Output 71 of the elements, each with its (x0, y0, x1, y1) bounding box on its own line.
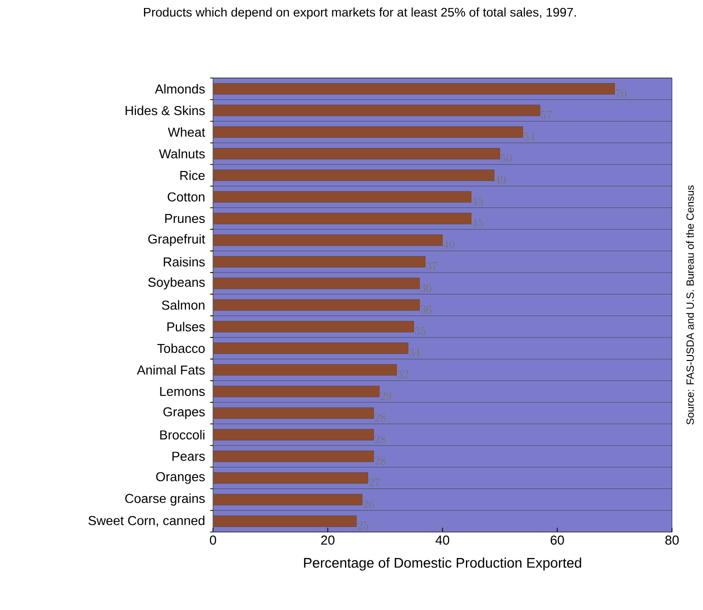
bar (213, 170, 494, 181)
bar (213, 450, 374, 462)
bar (213, 429, 374, 440)
y-tick-label: Lemons (160, 386, 205, 396)
chart-title: Products which depend on export markets for at least 25% of total sales, 1997. (144, 8, 576, 20)
x-tick-label: 0 (210, 536, 216, 545)
data-label: 50 (500, 154, 512, 162)
bar (213, 320, 414, 332)
data-label: 34 (409, 348, 420, 357)
y-tick-label: Tobacco (157, 343, 205, 353)
y-tick-label: Salmon (162, 300, 204, 310)
x-tick-label: 80 (665, 536, 679, 545)
data-label: 29 (380, 392, 392, 400)
y-tick-label: Animal Fats (136, 365, 205, 375)
y-tick-label: Cotton (168, 192, 204, 202)
y-tick-label: Coarse grains (125, 494, 205, 506)
data-label: 28 (374, 434, 386, 444)
bar (213, 104, 540, 116)
bar (213, 83, 615, 95)
bar (213, 191, 472, 203)
data-label: 37 (426, 262, 438, 270)
data-label: 36 (420, 305, 432, 314)
data-label: 28 (374, 456, 386, 465)
bar (213, 407, 374, 419)
y-tick-label: Hides & Skins (126, 106, 205, 116)
bar (213, 364, 397, 376)
x-tick-label: 20 (321, 536, 334, 545)
x-axis-title: Percentage of Domestic Production Exported (304, 558, 582, 571)
y-tick-label: Grapefruit (148, 234, 206, 246)
data-label: 26 (363, 500, 374, 508)
source-note: Source: FAS-USDA and U.S. Bureau of the Census (686, 185, 694, 424)
y-tick-label: Raisins (164, 257, 205, 267)
data-label: 40 (443, 240, 454, 249)
bar (213, 342, 408, 354)
y-tick-label: Oranges (156, 472, 205, 484)
data-label: 57 (541, 110, 552, 119)
y-tick-label: Almonds (154, 84, 205, 94)
data-label: 70 (616, 88, 626, 98)
y-tick-label: Rice (180, 170, 205, 180)
bar (213, 472, 368, 484)
data-label: 32 (398, 370, 408, 378)
bar (213, 212, 472, 224)
bar (213, 299, 420, 311)
y-tick-label: Grapes (163, 407, 205, 419)
bar (213, 494, 362, 506)
data-label: 27 (369, 478, 380, 486)
data-label: 28 (374, 413, 386, 422)
data-label: 54 (524, 132, 535, 141)
bar (213, 278, 420, 290)
bar (213, 234, 443, 246)
data-label: 25 (358, 521, 368, 530)
x-tick-label: 60 (550, 536, 564, 545)
data-label: 49 (494, 175, 506, 184)
y-tick-label: Soybeans (148, 277, 205, 290)
y-tick-label: Wheat (168, 127, 206, 137)
data-label: 45 (472, 218, 483, 227)
y-tick-label: Walnuts (158, 148, 205, 158)
y-tick-label: Pears (172, 452, 205, 461)
data-label: 36 (420, 284, 432, 292)
bar (213, 256, 426, 268)
data-label: 35 (414, 326, 426, 336)
y-tick-label: Sweet Corn, canned (88, 516, 204, 527)
bar (213, 126, 524, 138)
x-tick-label: 40 (436, 536, 450, 545)
y-tick-label: Pulses (167, 322, 205, 332)
bar (213, 148, 500, 160)
bar (213, 515, 357, 527)
y-tick-label: Broccoli (160, 430, 204, 440)
y-tick-label: Prunes (165, 214, 205, 224)
bar (213, 386, 380, 398)
data-label: 45 (472, 197, 483, 206)
